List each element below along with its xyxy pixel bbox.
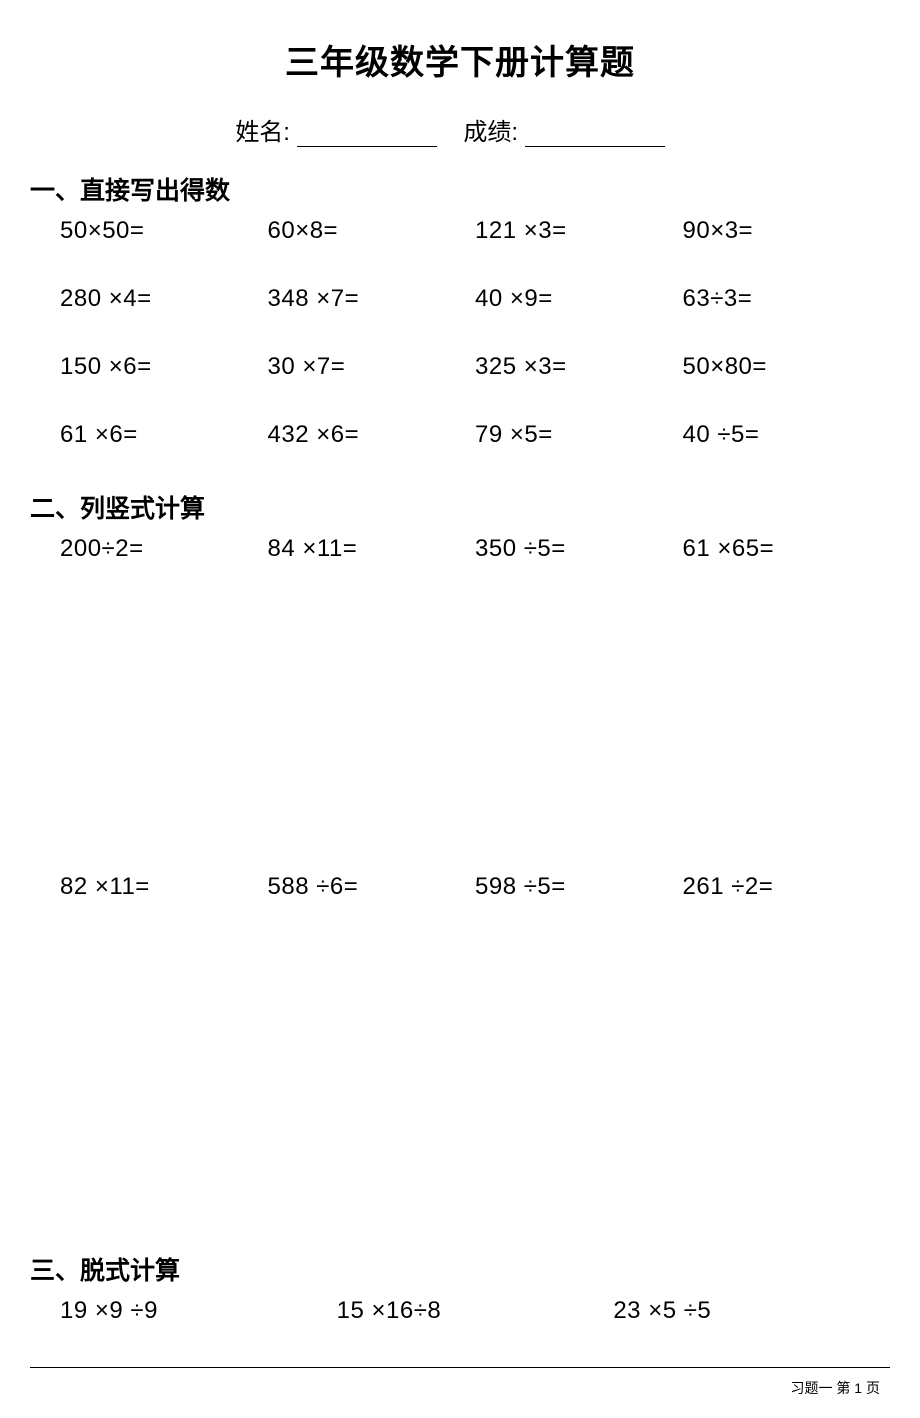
name-label: 姓名: xyxy=(235,112,290,147)
problem: 121 ×3= xyxy=(475,217,683,245)
problem: 261 ÷2= xyxy=(683,873,891,901)
problem: 325 ×3= xyxy=(475,353,683,381)
problem: 15 ×16÷8 xyxy=(337,1297,614,1325)
section-2-row1: 200÷2= 84 ×11= 350 ÷5= 61 ×65= xyxy=(30,535,890,563)
problem: 598 ÷5= xyxy=(475,873,683,901)
problem: 40 ×9= xyxy=(475,285,683,313)
section-1-grid: 50×50= 60×8= 121 ×3= 90×3= 280 ×4= 348 ×… xyxy=(30,217,890,449)
problem: 23 ×5 ÷5 xyxy=(613,1297,890,1325)
problem: 60×8= xyxy=(268,217,476,245)
problem: 588 ÷6= xyxy=(268,873,476,901)
name-blank xyxy=(297,127,437,147)
info-line: 姓名: 成绩: xyxy=(30,112,890,147)
problem: 348 ×7= xyxy=(268,285,476,313)
problem: 30 ×7= xyxy=(268,353,476,381)
problem: 63÷3= xyxy=(683,285,891,313)
problem: 84 ×11= xyxy=(268,535,476,563)
footer-rule xyxy=(30,1367,890,1368)
problem: 40 ÷5= xyxy=(683,421,891,449)
problem: 19 ×9 ÷9 xyxy=(60,1297,337,1325)
section-2-row2: 82 ×11= 588 ÷6= 598 ÷5= 261 ÷2= xyxy=(30,873,890,901)
problem: 50×80= xyxy=(683,353,891,381)
problem: 90×3= xyxy=(683,217,891,245)
problem: 82 ×11= xyxy=(60,873,268,901)
section-3-heading: 三、脱式计算 xyxy=(30,1251,890,1287)
score-label: 成绩: xyxy=(463,112,518,147)
problem: 432 ×6= xyxy=(268,421,476,449)
section-3-grid: 19 ×9 ÷9 15 ×16÷8 23 ×5 ÷5 xyxy=(30,1297,890,1325)
section-2-heading: 二、列竖式计算 xyxy=(30,489,890,525)
problem: 61 ×65= xyxy=(683,535,891,563)
problem: 50×50= xyxy=(60,217,268,245)
section-1-heading: 一、直接写出得数 xyxy=(30,171,890,207)
problem: 150 ×6= xyxy=(60,353,268,381)
problem: 280 ×4= xyxy=(60,285,268,313)
page-title: 三年级数学下册计算题 xyxy=(30,35,890,84)
score-blank xyxy=(525,127,665,147)
problem: 200÷2= xyxy=(60,535,268,563)
problem: 61 ×6= xyxy=(60,421,268,449)
problem: 79 ×5= xyxy=(475,421,683,449)
footer-page-number: 习题一 第 1 页 xyxy=(791,1378,880,1398)
problem: 350 ÷5= xyxy=(475,535,683,563)
